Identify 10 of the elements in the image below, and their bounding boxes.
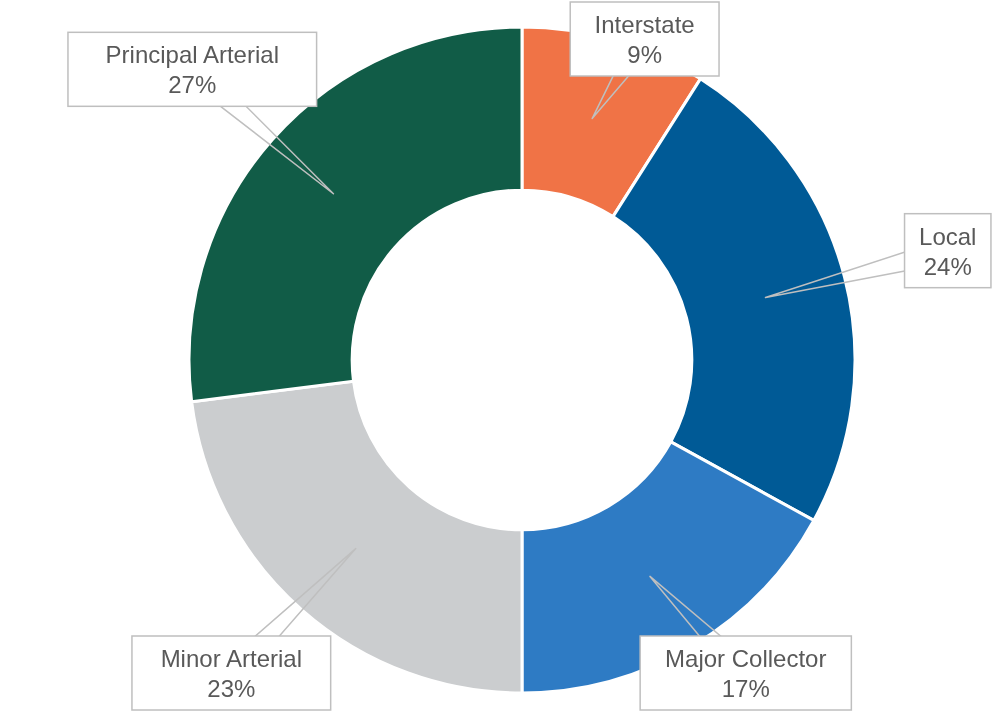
data-label: 27% [168, 71, 217, 99]
slice-label: Local [919, 222, 977, 250]
data-label: 24% [923, 252, 972, 280]
slice-label: Minor Arterial [160, 645, 302, 672]
data-label: 23% [207, 675, 256, 702]
data-label: 9% [627, 41, 662, 68]
slice-label: Principal Arterial [105, 41, 279, 69]
slice-label: Major Collector [665, 645, 827, 672]
slice-label: Interstate [594, 11, 695, 38]
data-label: 17% [721, 675, 770, 702]
